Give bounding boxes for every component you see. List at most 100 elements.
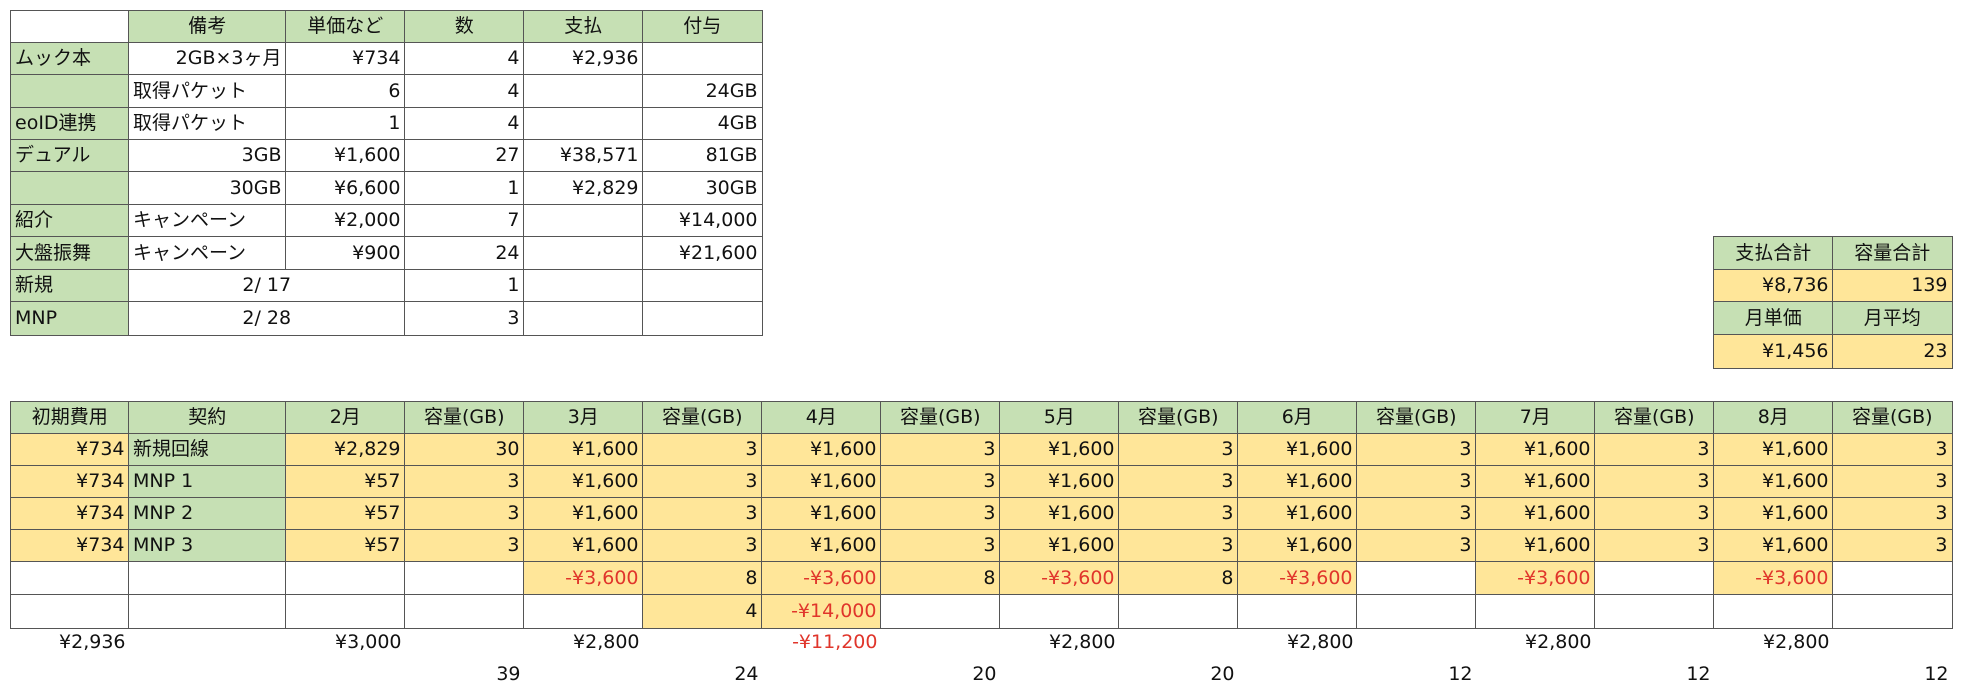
cell [404,594,525,629]
cell: ¥1,600 [1475,433,1596,467]
cell: 3 [1594,497,1715,531]
total: 20 [1210,663,1235,686]
cell [642,301,763,336]
cell [285,561,406,596]
cell: 1 [285,107,406,141]
total: ¥3,000 [335,631,402,654]
total: 20 [972,663,997,686]
cell: ¥734 [10,465,130,499]
cell [10,10,130,44]
cell: 2GB×3ヶ月 [128,42,287,76]
row-label: MNP [10,301,130,336]
cell: 8 [880,561,1001,596]
column-header: 4月 [761,401,882,435]
cell: ¥1,600 [1713,497,1834,531]
column-header: 3月 [523,401,644,435]
cell: 24GB [642,74,763,109]
cell: ¥1,600 [1713,529,1834,563]
cell: -¥3,600 [523,561,644,596]
summary-value: ¥8,736 [1713,269,1834,303]
column-header: 7月 [1475,401,1596,435]
cell: -¥14,000 [761,594,882,629]
cell: ¥21,600 [642,236,763,271]
column-header: 容量(GB) [1356,401,1477,435]
cell: 1 [404,171,525,206]
cell: ¥734 [10,497,130,531]
cell: ¥38,571 [523,139,644,173]
total: 24 [734,663,759,686]
cell: 3GB [128,139,287,173]
cell: ¥1,600 [523,433,644,467]
cell: ¥1,600 [285,139,406,173]
row-label [10,171,130,206]
contract-label [128,561,287,596]
cell [10,561,130,596]
cell: ¥734 [10,529,130,563]
contract-label: MNP 2 [128,497,287,531]
cell: 3 [1594,465,1715,499]
cell [1356,561,1477,596]
cell: ¥1,600 [1237,529,1358,563]
cell [10,594,130,629]
cell: -¥3,600 [761,561,882,596]
cell: 8 [642,561,763,596]
cell: 取得パケット [128,107,287,141]
column-header: 容量(GB) [1118,401,1239,435]
cell [523,204,644,238]
cell: ¥1,600 [999,465,1120,499]
contract-label: MNP 3 [128,529,287,563]
cell [1475,594,1596,629]
summary-header: 容量合計 [1832,236,1953,271]
column-header: 容量(GB) [1594,401,1715,435]
total: ¥2,800 [1049,631,1116,654]
cell: 4GB [642,107,763,141]
cell [523,74,644,109]
column-header: 数 [404,10,525,44]
contract-label [128,594,287,629]
cell: 3 [1118,433,1239,467]
contract-label: MNP 1 [128,465,287,499]
cell: 3 [1356,465,1477,499]
cell: キャンペーン [128,204,287,238]
cell [523,269,644,303]
cell: キャンペーン [128,236,287,271]
cell: ¥1,600 [1475,529,1596,563]
total: 12 [1686,663,1711,686]
cell [1237,594,1358,629]
cell: ¥900 [285,236,406,271]
cell: ¥1,600 [1237,433,1358,467]
cell: 3 [642,497,763,531]
summary-header: 月平均 [1832,301,1953,336]
total: ¥2,800 [1763,631,1830,654]
cell: 27 [404,139,525,173]
cell: ¥2,936 [523,42,644,76]
cell: 4 [404,107,525,141]
cell: -¥3,600 [999,561,1120,596]
cell: 3 [1118,529,1239,563]
cell: 3 [404,529,525,563]
cell [1713,594,1834,629]
cell: 3 [1356,497,1477,531]
cell: 1 [404,269,525,303]
cell: 3 [642,433,763,467]
total: ¥2,800 [1287,631,1354,654]
total: ¥2,800 [573,631,640,654]
cell: -¥3,600 [1237,561,1358,596]
cell: 3 [1594,433,1715,467]
column-header: 付与 [642,10,763,44]
cell: 3 [404,301,525,336]
cell: 30GB [128,171,287,206]
cell [404,561,525,596]
summary-header: 支払合計 [1713,236,1834,271]
cell: ¥1,600 [1237,465,1358,499]
cell [999,594,1120,629]
column-header: 備考 [128,10,287,44]
cell [642,42,763,76]
cell: 3 [1594,529,1715,563]
cell: ¥1,600 [761,465,882,499]
column-header: 6月 [1237,401,1358,435]
cell: 3 [880,529,1001,563]
cell: 2/ 28 [128,301,406,336]
cell: 3 [880,433,1001,467]
cell: ¥1,600 [999,497,1120,531]
